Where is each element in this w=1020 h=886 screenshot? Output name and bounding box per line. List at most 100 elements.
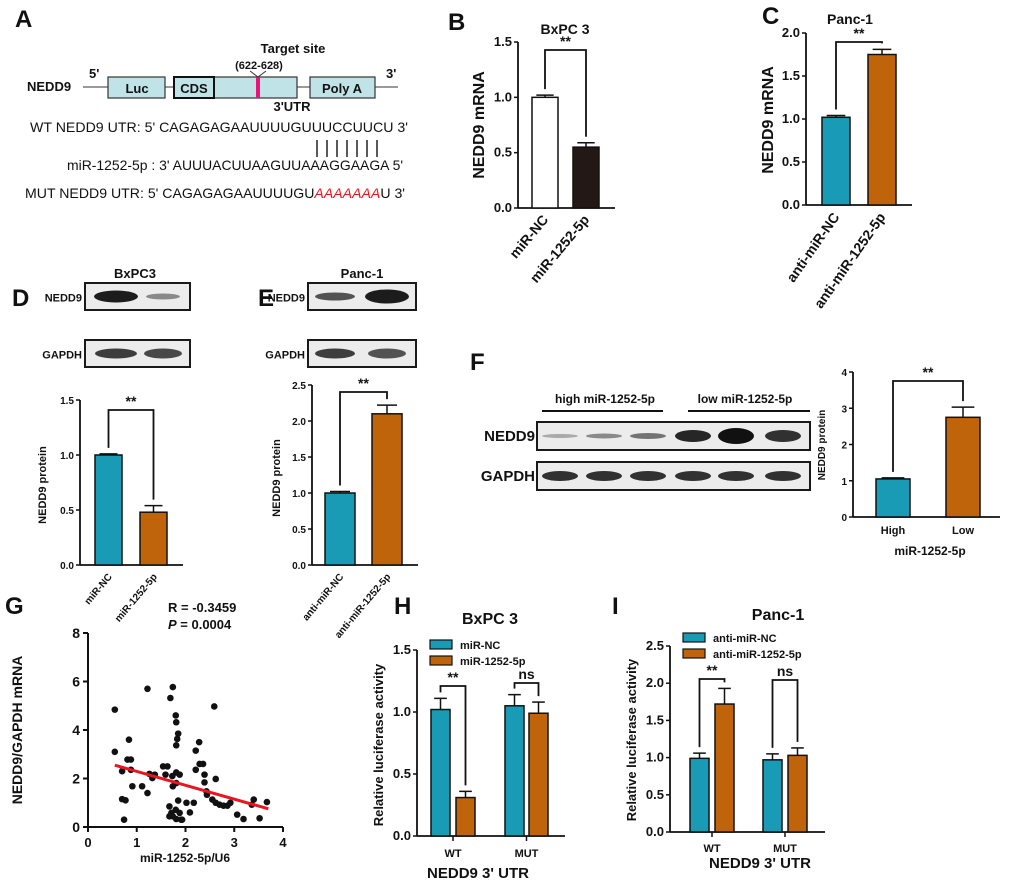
scatter-point [111, 706, 119, 713]
y-tick-label: 0.0 [782, 197, 800, 212]
protein-band [765, 430, 801, 442]
y-tick-label: 1.0 [494, 89, 512, 104]
legend-swatch [682, 648, 706, 659]
protein-band [630, 471, 666, 481]
significance-bracket [439, 685, 467, 786]
wt-sequence: WT NEDD9 UTR: 5' CAGAGAGAAUUUUGUUUCCUUCU… [30, 119, 408, 135]
scatter-point [167, 694, 174, 702]
scatter-point [125, 736, 133, 743]
y-tick-label: 0.0 [646, 824, 664, 839]
utr-box [213, 76, 298, 99]
significance-label: ** [923, 364, 934, 380]
legend-label: anti-miR-1252-5p [713, 649, 802, 661]
scatter-point [164, 763, 171, 770]
bar-mut-mir-nc [504, 705, 525, 837]
scatter-point [120, 816, 128, 824]
panel-letter-c: C [762, 3, 779, 30]
y-tick-label: 2 [841, 441, 847, 452]
x-axis-label: miR-1252-5p/U6 [140, 851, 230, 865]
sequence-alignment: WT NEDD9 UTR: 5' CAGAGAGAAUUUUGUUUCCUUCU… [25, 119, 408, 201]
construct-diagram: NEDD9 5' 3' Luc CDS Poly A Target site (… [27, 41, 398, 114]
scatter-point [174, 797, 182, 804]
protein-band [542, 434, 578, 438]
y-tick-label: 0.5 [292, 525, 306, 536]
category-label: High [881, 525, 906, 537]
chart-panel-e: 0.0 0.5 1.0 1.5 2.0 2.5 Panc-1 NEDD9 protein ant… [271, 266, 418, 641]
scatter-point [201, 771, 208, 778]
target-caret [249, 70, 267, 78]
significance-bracket [892, 380, 964, 472]
y-axis-label: NEDD9 protein [37, 446, 49, 524]
chart-panel-h: 0.0 0.5 1.0 1.5 BxPC 3 Relative luciferase ac… [371, 611, 565, 882]
target-site-label: Target site [261, 41, 326, 56]
y-tick-label: 2.0 [782, 25, 800, 40]
mut-sequence: MUT NEDD9 UTR: 5' CAGAGAGAAUUUUGU AAAAAAA… [25, 185, 405, 201]
blot-label-gapdh: GAPDH [265, 350, 305, 362]
y-tick-label: 2 [72, 771, 80, 787]
blot-label-nedd9: NEDD9 [268, 293, 305, 305]
correlation-stats: R = -0.3459 P = 0.0004 [168, 600, 236, 632]
panel-letter-e: E [258, 285, 274, 312]
utr-label: 3'UTR [273, 99, 311, 114]
protein-band [630, 433, 666, 439]
mir-sequence: miR-1252-5p : 3' AUUUACUUAAGUUAAAGGAAGA … [67, 157, 403, 173]
protein-band [586, 471, 622, 481]
bar-mir-1252-5p [139, 511, 168, 566]
protein-band [718, 471, 754, 481]
y-tick-label: 0.5 [494, 145, 512, 160]
scatter-point [166, 813, 173, 820]
y-tick-label: 4 [841, 368, 847, 379]
blot-label-nedd9: NEDD9 [45, 293, 82, 305]
x-tick-label: 0 [84, 835, 91, 850]
y-tick-label: 2.5 [646, 638, 664, 653]
y-tick-label: 4 [72, 722, 80, 738]
legend-swatch [429, 655, 453, 666]
scatter-point [144, 685, 151, 693]
bar-wt-mir-1252-5p [455, 796, 476, 837]
protein-band [718, 428, 754, 444]
p-value: P = 0.0004 [168, 617, 232, 632]
target-range-label: (622-628) [235, 60, 283, 72]
y-tick-label: 0.0 [393, 828, 411, 843]
x-axis-label: miR-1252-5p [894, 544, 965, 558]
legend-label: anti-miR-NC [713, 633, 777, 645]
bar-low [945, 416, 981, 518]
panel-letter-g: G [5, 593, 24, 620]
scatter-point [186, 809, 194, 816]
y-axis-label: NEDD9 protein [817, 410, 828, 481]
bar-mut-anti-mir-nc [762, 759, 783, 833]
y-tick-label: 1.5 [393, 642, 411, 657]
significance-bracket [339, 391, 388, 486]
bar-mut-mir-1252-5p [528, 712, 549, 837]
significance-bracket [698, 678, 726, 748]
r-value: R = -0.3459 [168, 600, 236, 615]
protein-band [144, 348, 182, 359]
significance-bracket [771, 679, 799, 748]
scatter-point [233, 811, 241, 818]
blot-label-gapdh: GAPDH [481, 468, 535, 485]
blot-row-gapdh [536, 461, 811, 491]
group-label-low: low miR-1252-5p [698, 392, 793, 406]
y-tick-label: 3 [841, 404, 847, 415]
blot-label-gapdh: GAPDH [42, 350, 82, 362]
y-tick-label: 1.0 [60, 451, 74, 462]
scatter-point [174, 730, 182, 737]
x-tick-label: 1 [133, 835, 140, 850]
y-tick-label: 0.0 [292, 561, 306, 572]
scatter-point [118, 767, 126, 775]
scatter-point [212, 775, 220, 783]
scatter-point [263, 798, 271, 806]
significance-label: ns [518, 666, 535, 682]
scatter-point [201, 779, 208, 786]
panel-letter-d: D [12, 285, 29, 312]
bar-anti-mir-nc [324, 492, 356, 566]
panel-letter-h: H [394, 593, 411, 620]
significance-label: ** [560, 33, 571, 49]
poly-a-label: Poly A [322, 81, 363, 96]
protein-band [315, 292, 355, 301]
scatter-point [176, 771, 183, 778]
scatter-point [172, 712, 180, 719]
y-tick-label: 0 [72, 819, 80, 835]
